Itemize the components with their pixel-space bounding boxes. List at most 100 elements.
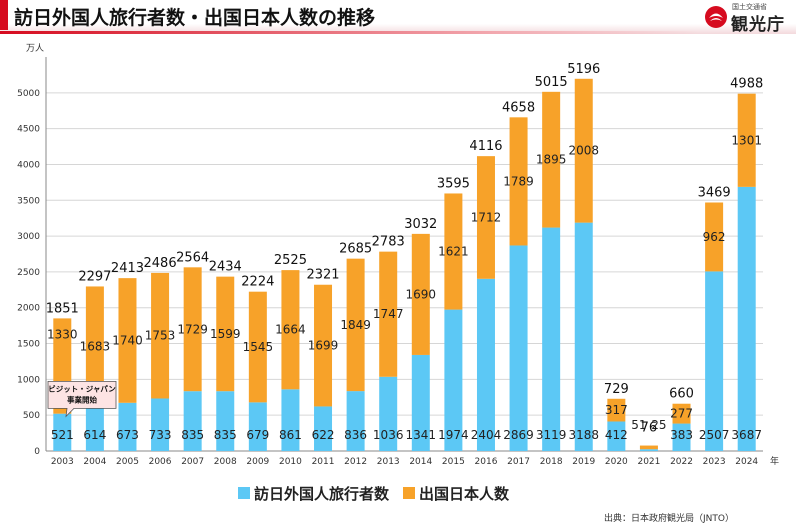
agency-logo: 国土交通省 観光庁 [704,2,792,35]
data-label-total: 660 [669,387,694,402]
x-tick-label: 2005 [116,457,139,467]
data-label-inbound: 412 [605,428,628,442]
data-label-outbound: 1545 [243,340,274,354]
x-tick-label: 2010 [279,457,302,467]
data-label-inbound: 1974 [438,428,469,442]
bar-outbound [216,276,235,392]
logo-agency-text: 観光庁 [731,15,785,35]
agency-logo-icon [705,6,727,28]
data-label-outbound: 1729 [177,322,208,336]
data-label-inbound: 679 [246,428,269,442]
title-bar: 訪日外国人旅行者数・出国日本人数の推移 国土交通省 観光庁 [0,0,796,35]
y-tick-label: 4500 [17,125,40,135]
data-label-total: 5196 [567,62,600,77]
bar-outbound [346,258,365,392]
data-label-inbound: 835 [214,428,237,442]
bar-outbound [248,291,267,403]
legend-item-outbound: 出国日本人数 [403,483,509,504]
bar-inbound [737,186,756,452]
data-label-outbound: 1740 [112,333,143,347]
bar-outbound [672,403,691,424]
bar-inbound [248,402,267,451]
x-tick-label: 2019 [572,457,595,467]
x-tick-label: 2016 [475,457,498,467]
data-label-inbound: 3188 [568,428,599,442]
data-label-total: 2434 [209,260,242,275]
bar-outbound [607,398,626,422]
bar-inbound [411,354,430,451]
bar-outbound [542,91,561,228]
data-label-total: 2685 [339,242,372,257]
bar-inbound [53,413,72,451]
bar-outbound [151,272,170,399]
x-tick-label: 2022 [670,457,693,467]
bar-outbound [379,251,398,377]
bar-inbound [672,423,691,451]
annotation-text: ビジット・ジャパン [48,383,116,393]
bar-outbound [476,156,495,279]
data-label-total: 5015 [535,75,568,90]
data-label-outbound: 1753 [145,329,176,343]
bar-inbound [118,402,137,451]
data-label-inbound: 521 [51,428,74,442]
x-tick-label: 2008 [214,457,237,467]
data-label-total: 3032 [404,217,437,232]
y-axis-unit-label: 万人 [26,43,44,54]
y-tick-label: 2500 [17,268,40,278]
bar-inbound [574,222,593,451]
data-label-total: 2321 [306,268,339,283]
x-tick-label: 2013 [377,457,400,467]
bar-inbound [607,421,626,451]
data-label-total: 2413 [111,261,144,276]
y-tick-label: 5000 [17,89,40,99]
data-label-total: 4116 [469,139,502,154]
bar-inbound [379,376,398,451]
bar-inbound [476,278,495,451]
data-label-inbound: 1036 [373,428,404,442]
bar-outbound [509,117,528,246]
bar-outbound [639,445,658,450]
data-label-total: 1851 [46,301,79,316]
x-tick-label: 2006 [149,457,172,467]
x-tick-label: 2009 [246,457,269,467]
x-tick-label: 2011 [312,457,335,467]
y-tick-label: 500 [23,411,40,421]
bar-outbound [183,267,202,392]
data-label-inbound: 25 [651,418,666,432]
data-label-outbound: 317 [605,403,628,417]
x-tick-label: 2003 [51,457,74,467]
data-label-inbound: 733 [149,428,172,442]
data-label-inbound: 622 [312,428,335,442]
data-label-outbound: 2008 [568,144,599,158]
x-tick-label: 2012 [344,457,367,467]
data-label-inbound: 835 [181,428,204,442]
source-note: 出典：日本政府観光局（JNTO） [604,514,734,524]
data-label-inbound: 861 [279,428,302,442]
legend-swatch-outbound [403,487,416,499]
bar-outbound [281,270,300,390]
y-tick-label: 4000 [17,160,40,170]
bar-outbound [705,202,724,272]
data-label-inbound: 2869 [503,428,534,442]
data-label-total: 729 [604,382,629,397]
x-tick-label: 2017 [507,457,530,467]
bar-outbound [411,233,430,355]
x-tick-label: 2015 [442,457,465,467]
y-tick-label: 1000 [17,375,40,385]
x-tick-label: 2024 [735,457,758,467]
annotation-text: 事業開始 [67,394,97,404]
data-label-outbound: 1664 [275,323,306,337]
bar-inbound [314,406,333,451]
title-underline [0,31,700,34]
x-tick-label: 2018 [540,457,563,467]
legend-label-outbound: 出国日本人数 [419,484,510,503]
y-tick-label: 2000 [17,304,40,314]
y-tick-label: 0 [34,447,40,457]
x-tick-label: 2014 [409,457,432,467]
bar-inbound [151,398,170,451]
y-tick-label: 1500 [17,340,40,350]
x-axis-unit-label: 年 [770,455,779,467]
data-label-outbound: 1712 [471,210,502,224]
data-label-total: 76 [641,421,658,436]
y-tick-label: 3000 [17,232,40,242]
